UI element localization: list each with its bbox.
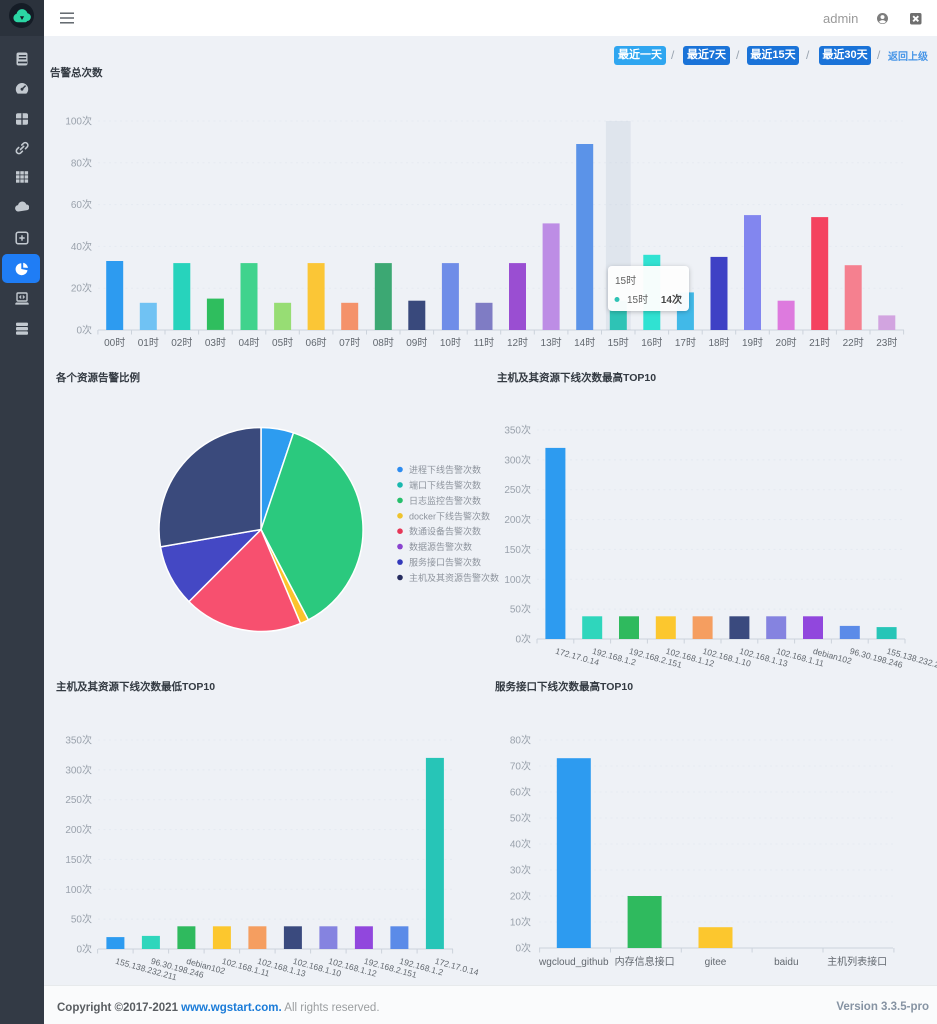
- svg-text:09时: 09时: [406, 337, 427, 349]
- svg-text:端口下线告警次数: 端口下线告警次数: [409, 479, 481, 490]
- svg-text:30次: 30次: [510, 864, 531, 877]
- svg-text:40次: 40次: [71, 240, 92, 253]
- svg-text:07时: 07时: [339, 337, 360, 349]
- svg-text:50次: 50次: [510, 603, 531, 616]
- svg-text:数据源告警次数: 数据源告警次数: [409, 541, 472, 552]
- svg-text:主机列表接口: 主机列表接口: [827, 955, 887, 968]
- svg-text:150次: 150次: [65, 853, 92, 866]
- svg-text:60次: 60次: [71, 198, 92, 211]
- svg-text:13时: 13时: [541, 337, 562, 349]
- svg-text:17时: 17时: [675, 337, 696, 349]
- svg-text:日志监控告警次数: 日志监控告警次数: [409, 495, 481, 506]
- svg-text:200次: 200次: [65, 823, 92, 836]
- svg-text:服务接口告警次数: 服务接口告警次数: [409, 557, 481, 568]
- svg-text:01时: 01时: [138, 337, 159, 349]
- svg-text:80次: 80次: [510, 734, 531, 747]
- svg-text:350次: 350次: [65, 734, 92, 747]
- svg-text:08时: 08时: [373, 337, 394, 349]
- svg-text:主机及其资源告警次数: 主机及其资源告警次数: [409, 572, 499, 583]
- svg-text:18时: 18时: [708, 337, 729, 349]
- svg-text:进程下线告警次数: 进程下线告警次数: [409, 464, 481, 475]
- svg-text:11时: 11时: [474, 337, 494, 349]
- svg-text:0次: 0次: [76, 324, 92, 337]
- svg-text:baidu: baidu: [774, 957, 798, 968]
- svg-text:内存信息接口: 内存信息接口: [615, 955, 675, 968]
- svg-text:数通设备告警次数: 数通设备告警次数: [409, 526, 481, 537]
- svg-text:20次: 20次: [510, 890, 531, 903]
- svg-text:docker下线告警次数: docker下线告警次数: [409, 510, 490, 521]
- svg-text:15时: 15时: [608, 337, 629, 349]
- svg-text:12时: 12时: [507, 337, 528, 349]
- svg-text:21时: 21时: [809, 337, 830, 349]
- svg-text:15时: 15时: [627, 294, 648, 306]
- svg-text:0次: 0次: [76, 943, 92, 956]
- svg-text:00时: 00时: [104, 337, 125, 349]
- svg-text:04时: 04时: [238, 337, 259, 349]
- svg-text:100次: 100次: [65, 883, 92, 896]
- svg-text:150次: 150次: [504, 543, 531, 556]
- svg-text:22时: 22时: [843, 337, 864, 349]
- svg-text:14时: 14时: [574, 337, 595, 349]
- svg-text:40次: 40次: [510, 838, 531, 851]
- svg-text:80次: 80次: [71, 156, 92, 169]
- svg-text:100次: 100次: [65, 115, 92, 128]
- svg-text:03时: 03时: [205, 337, 226, 349]
- svg-text:100次: 100次: [504, 573, 531, 586]
- svg-text:16时: 16时: [641, 337, 662, 349]
- svg-text:300次: 300次: [65, 763, 92, 776]
- svg-text:20时: 20时: [776, 337, 797, 349]
- svg-text:gitee: gitee: [705, 957, 727, 968]
- svg-text:60次: 60次: [510, 786, 531, 799]
- svg-text:10时: 10时: [440, 337, 461, 349]
- svg-text:250次: 250次: [65, 793, 92, 806]
- svg-text:200次: 200次: [504, 513, 531, 526]
- svg-text:350次: 350次: [504, 424, 531, 437]
- svg-text:06时: 06时: [306, 337, 327, 349]
- svg-text:0次: 0次: [515, 942, 531, 955]
- svg-text:10次: 10次: [510, 916, 531, 929]
- svg-text:15时: 15时: [615, 275, 636, 287]
- svg-text:70次: 70次: [510, 760, 531, 773]
- svg-text:250次: 250次: [504, 483, 531, 496]
- svg-text:05时: 05时: [272, 337, 293, 349]
- svg-text:0次: 0次: [515, 633, 531, 646]
- svg-text:14次: 14次: [661, 293, 682, 306]
- svg-text:wgcloud_github: wgcloud_github: [538, 957, 609, 968]
- svg-text:20次: 20次: [71, 282, 92, 295]
- svg-text:50次: 50次: [71, 913, 92, 926]
- svg-text:02时: 02时: [171, 337, 192, 349]
- svg-text:50次: 50次: [510, 812, 531, 825]
- svg-text:19时: 19时: [742, 337, 763, 349]
- svg-text:300次: 300次: [504, 453, 531, 466]
- svg-text:23时: 23时: [876, 337, 897, 349]
